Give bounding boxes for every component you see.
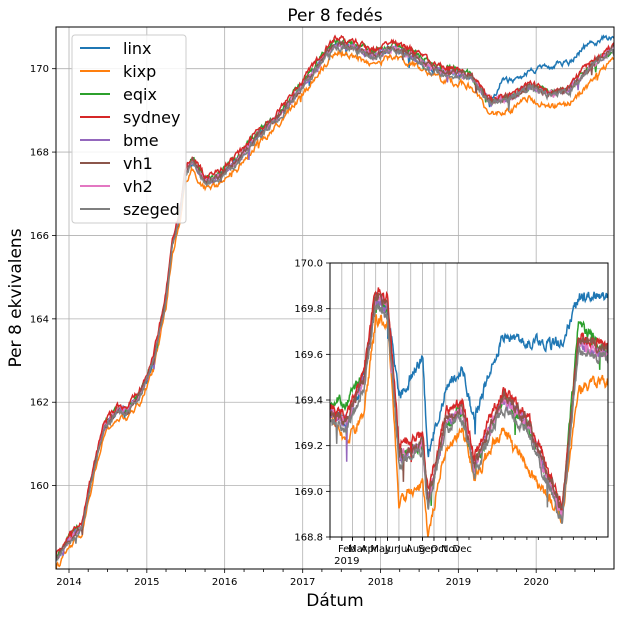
x-tick-label: Feb <box>338 544 356 555</box>
legend-label-linx: linx <box>123 39 152 58</box>
x-axis-label: Dátum <box>306 591 364 611</box>
legend-box <box>71 34 187 224</box>
chart-title: Per 8 fedés <box>287 6 382 26</box>
plot-frame <box>55 26 615 570</box>
x-tick-label: 2016 <box>212 577 237 588</box>
x-tick-label: Jul <box>397 544 410 555</box>
y-tick-label: 166 <box>30 231 49 242</box>
legend-label-kixp: kixp <box>123 62 156 81</box>
y-tick-label: 168.8 <box>294 533 323 544</box>
x-tick-label: Sep <box>418 544 437 555</box>
legend-label-sydney: sydney <box>123 108 180 127</box>
x-tick-label: 2017 <box>290 577 315 588</box>
legend-label-bme: bme <box>123 131 159 150</box>
series-line-szeged <box>330 301 608 525</box>
y-axis-label: Per 8 ekvivalens <box>6 228 26 367</box>
x-tick-label: Mar <box>348 544 368 555</box>
x-tick-label: 2019 <box>446 577 471 588</box>
y-tick-label: 162 <box>30 398 49 409</box>
x-tick-label: 2015 <box>134 577 159 588</box>
y-tick-label: 168 <box>30 148 49 159</box>
legend-label-vh2: vh2 <box>123 177 153 196</box>
x-tick-label: Apr <box>361 544 379 555</box>
y-tick-label: 169.4 <box>294 396 323 407</box>
y-tick-label: 170 <box>30 64 49 75</box>
plot-frame <box>329 262 609 538</box>
y-tick-label: 169.2 <box>294 441 323 452</box>
y-tick-label: 169.0 <box>294 487 323 498</box>
series-line-szeged <box>56 44 614 561</box>
series-line-sydney <box>56 34 614 556</box>
x-tick-label: 2020 <box>523 577 548 588</box>
series-lines <box>56 34 614 569</box>
legend-label-szeged: szeged <box>123 200 180 219</box>
series-lines <box>330 287 608 537</box>
x-tick-label: Oct <box>430 544 447 555</box>
x-tick-label: May <box>370 544 391 555</box>
x-tick-label: Jun <box>384 544 401 555</box>
y-tick-label: 169.8 <box>294 304 323 315</box>
x-tick-label: 2014 <box>56 577 81 588</box>
x-year-label: 2019 <box>334 556 359 567</box>
x-tick-label: 2018 <box>368 577 393 588</box>
x-tick-label: Aug <box>406 544 426 555</box>
legend-label-eqix: eqix <box>123 85 157 104</box>
x-tick-label: Dec <box>453 544 472 555</box>
legend: linx kixp eqix sydney bme vh1 vh2 szeged <box>71 34 187 224</box>
y-tick-label: 170.0 <box>294 259 323 270</box>
y-tick-label: 164 <box>30 314 49 325</box>
series-line-kixp <box>56 49 614 569</box>
x-tick-label: Nov <box>441 544 461 555</box>
y-tick-label: 169.6 <box>294 350 323 361</box>
y-tick-label: 160 <box>30 481 49 492</box>
legend-label-vh1: vh1 <box>123 154 153 173</box>
